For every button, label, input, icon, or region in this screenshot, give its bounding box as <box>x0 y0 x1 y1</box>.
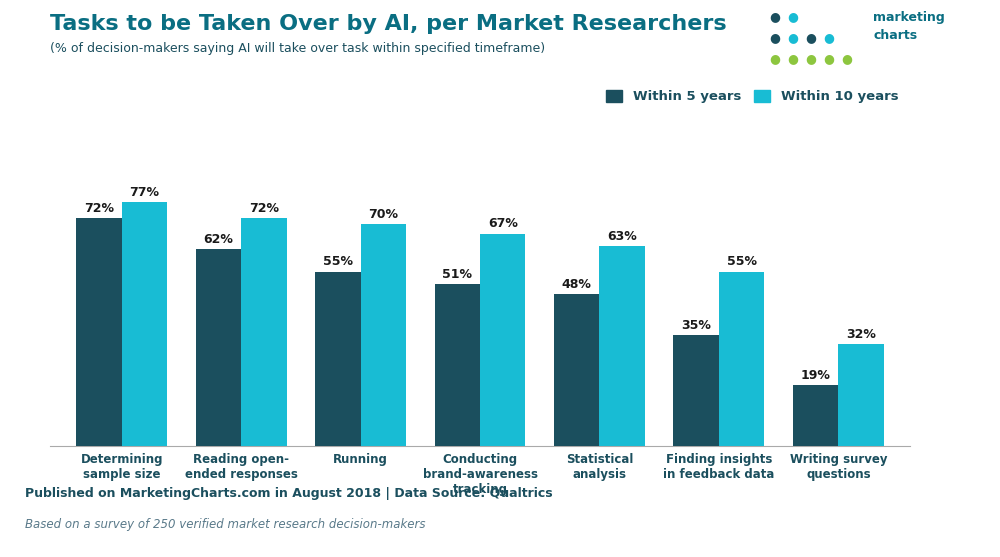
Bar <box>554 294 599 446</box>
Text: 55%: 55% <box>323 255 353 268</box>
Bar <box>719 272 764 446</box>
Bar <box>315 272 361 446</box>
Text: ●: ● <box>842 52 852 65</box>
Legend: Within 5 years, Within 10 years: Within 5 years, Within 10 years <box>601 85 903 109</box>
Text: Published on MarketingCharts.com in August 2018 | Data Source: Qualtrics: Published on MarketingCharts.com in Augu… <box>25 487 553 500</box>
Bar <box>480 233 525 446</box>
Text: 32%: 32% <box>846 328 876 341</box>
Bar <box>361 224 406 446</box>
Text: 72%: 72% <box>249 202 279 214</box>
Bar <box>599 246 645 446</box>
Text: 67%: 67% <box>488 217 518 231</box>
Text: 55%: 55% <box>727 255 757 268</box>
Text: (% of decision-makers saying AI will take over task within specified timeframe): (% of decision-makers saying AI will tak… <box>50 42 545 55</box>
Text: 70%: 70% <box>368 208 398 221</box>
Bar <box>793 385 838 446</box>
Bar <box>122 202 167 446</box>
Text: marketing
charts: marketing charts <box>873 11 945 42</box>
Bar <box>196 250 241 446</box>
Text: 35%: 35% <box>681 319 711 331</box>
Bar <box>241 218 287 446</box>
Bar <box>435 284 480 446</box>
Bar <box>76 218 122 446</box>
Text: 63%: 63% <box>607 230 637 243</box>
Text: ●: ● <box>806 31 816 44</box>
Text: ●: ● <box>824 31 834 44</box>
Bar <box>838 344 884 446</box>
Text: Tasks to be Taken Over by AI, per Market Researchers: Tasks to be Taken Over by AI, per Market… <box>50 14 727 34</box>
Text: ●: ● <box>788 52 798 65</box>
Text: 72%: 72% <box>84 202 114 214</box>
Text: ●: ● <box>770 9 780 23</box>
Text: ●: ● <box>806 52 816 65</box>
Text: 62%: 62% <box>203 233 233 246</box>
Text: 19%: 19% <box>801 369 831 382</box>
Text: 77%: 77% <box>129 185 159 199</box>
Text: ●: ● <box>788 31 798 44</box>
Text: ●: ● <box>770 31 780 44</box>
Text: 51%: 51% <box>442 268 472 281</box>
Text: 48%: 48% <box>562 277 592 291</box>
Bar <box>673 335 719 446</box>
Text: Based on a survey of 250 verified market research decision-makers: Based on a survey of 250 verified market… <box>25 518 426 531</box>
Text: ●: ● <box>824 52 834 65</box>
Text: ●: ● <box>770 52 780 65</box>
Text: ●: ● <box>788 9 798 23</box>
